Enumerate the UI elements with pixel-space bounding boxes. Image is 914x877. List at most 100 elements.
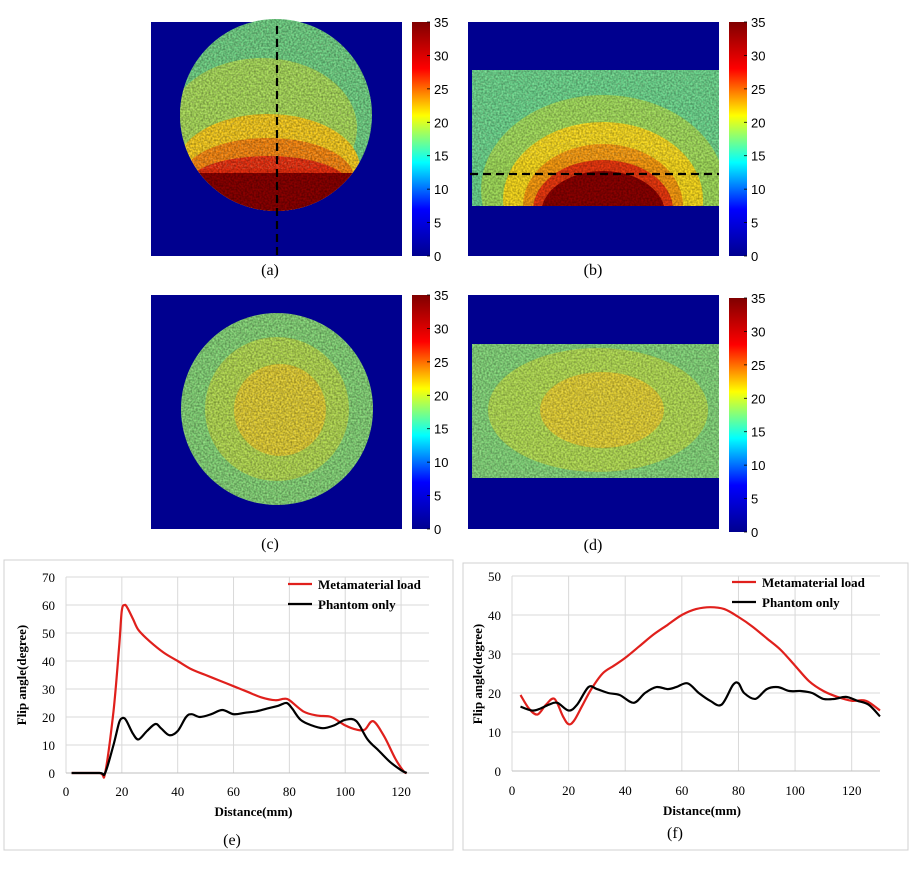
chart-f-x-tick-label: 120 xyxy=(842,783,862,798)
map-a-colorbar-tick-label: 30 xyxy=(434,48,448,63)
chart-e-x-tick-label: 120 xyxy=(391,784,411,799)
map-a-colorbar-gradient xyxy=(412,22,430,256)
chart-f: 0 20 40 60 80 100 120 0 10 20 30 40 50 Distance(mm) Fl… xyxy=(462,562,909,851)
chart-f-y-tick-label: 30 xyxy=(488,647,501,662)
map-d-label: (d) xyxy=(584,537,603,554)
map-a: 35 30 25 20 15 10 5 0 (a) xyxy=(151,15,448,279)
chart-e-legend-label-metamaterial-load: Metamaterial load xyxy=(318,577,422,592)
map-d-colorbar: 35 30 25 20 15 10 5 0 xyxy=(729,291,765,540)
chart-e-y-tick-label: 20 xyxy=(42,710,55,725)
map-d-colorbar-tick-label: 15 xyxy=(751,425,765,440)
chart-e-y-tick-label: 0 xyxy=(49,766,56,781)
map-c-colorbar-tick-label: 5 xyxy=(434,489,441,504)
map-d-colorbar-tick-label: 30 xyxy=(751,324,765,339)
chart-f-x-tick-label: 20 xyxy=(562,783,575,798)
map-d-colorbar-tick-label: 20 xyxy=(751,391,765,406)
map-b-colorbar-tick-label: 10 xyxy=(751,182,765,197)
chart-e-x-tick-label: 0 xyxy=(63,784,70,799)
chart-f-plot: 0 20 40 60 80 100 120 0 10 20 30 40 50 Distance(mm) Fl… xyxy=(470,569,881,818)
chart-e-y-tick-label: 70 xyxy=(42,570,55,585)
chart-e-series-phantom-only xyxy=(71,701,408,777)
map-a-colorbar-tick-label: 35 xyxy=(434,15,448,30)
map-d-colorbar-tick-label: 35 xyxy=(751,291,765,306)
chart-f-x-tick-label: 100 xyxy=(785,783,805,798)
map-b-image xyxy=(468,22,719,256)
chart-e-y-tick-label: 50 xyxy=(42,626,55,641)
map-a-image xyxy=(151,19,402,256)
chart-e-xlabel: Distance(mm) xyxy=(215,804,293,819)
chart-e-frame xyxy=(3,559,454,851)
map-b-colorbar-tick-label: 15 xyxy=(751,149,765,164)
map-b-colorbar-tick-label: 0 xyxy=(751,249,758,264)
chart-e-x-tick-label: 60 xyxy=(227,784,240,799)
chart-e-x-tick-label: 40 xyxy=(171,784,184,799)
chart-f-x-tick-label: 40 xyxy=(619,783,632,798)
map-b-colorbar: 35 30 25 20 15 10 5 0 xyxy=(729,15,765,264)
chart-e-legend-label-phantom-only: Phantom only xyxy=(318,597,396,612)
chart-f-y-tick-label: 0 xyxy=(495,764,502,779)
chart-e-x-tick-label: 100 xyxy=(335,784,355,799)
chart-f-label: (f) xyxy=(667,825,683,842)
map-c-colorbar-tick-label: 20 xyxy=(434,388,448,403)
chart-f-x-tick-label: 60 xyxy=(675,783,688,798)
chart-e: 0 20 40 60 80 100 120 0 10 20 30 40 50 60 70 Distance(m… xyxy=(3,559,454,851)
chart-e-y-tick-label: 10 xyxy=(42,738,55,753)
map-a-colorbar-tick-label: 20 xyxy=(434,115,448,130)
map-c-colorbar-tick-label: 0 xyxy=(434,522,441,537)
chart-e-plot: 0 20 40 60 80 100 120 0 10 20 30 40 50 60 70 Distance(m… xyxy=(14,570,429,819)
map-d-colorbar-tick-label: 25 xyxy=(751,358,765,373)
map-c-image xyxy=(151,295,402,529)
map-d-image xyxy=(468,295,719,529)
map-c-colorbar-tick-label: 15 xyxy=(434,422,448,437)
chart-f-y-tick-label: 40 xyxy=(488,608,501,623)
map-b-colorbar-tick-label: 35 xyxy=(751,15,765,30)
chart-f-frame xyxy=(462,562,909,851)
map-c-colorbar-tick-label: 10 xyxy=(434,455,448,470)
map-b-colorbar-tick-label: 30 xyxy=(751,48,765,63)
map-d-colorbar-tick-label: 5 xyxy=(751,492,758,507)
chart-e-ylabel: Flip angle(degree) xyxy=(14,625,29,726)
map-d-colorbar-tick-label: 10 xyxy=(751,458,765,473)
map-a-colorbar-tick-label: 0 xyxy=(434,249,441,264)
chart-f-y-tick-label: 50 xyxy=(488,569,501,584)
map-b-colorbar-tick-label: 20 xyxy=(751,115,765,130)
map-a-colorbar-tick-label: 10 xyxy=(434,182,448,197)
map-d: 35 30 25 20 15 10 5 0 (d) xyxy=(468,291,765,554)
chart-f-legend-label-metamaterial-load: Metamaterial load xyxy=(762,575,866,590)
map-b-colorbar-tick-label: 25 xyxy=(751,82,765,97)
chart-f-ylabel: Flip angle(degree) xyxy=(470,624,485,725)
map-c-label: (c) xyxy=(261,536,279,553)
map-c-colorbar: 35 30 25 20 15 10 5 0 xyxy=(412,288,448,537)
map-c-colorbar-gradient xyxy=(412,295,430,529)
map-b-colorbar-tick-label: 5 xyxy=(751,216,758,231)
chart-e-label: (e) xyxy=(223,832,241,849)
chart-e-y-tick-label: 60 xyxy=(42,598,55,613)
map-a-colorbar: 35 30 25 20 15 10 5 0 xyxy=(412,15,448,264)
chart-e-x-tick-label: 80 xyxy=(283,784,296,799)
chart-f-x-tick-label: 0 xyxy=(509,783,516,798)
chart-f-y-tick-label: 20 xyxy=(488,686,501,701)
chart-f-y-tick-label: 10 xyxy=(488,725,501,740)
chart-f-xlabel: Distance(mm) xyxy=(663,803,741,818)
map-a-colorbar-tick-label: 5 xyxy=(434,216,441,231)
chart-f-x-tick-label: 80 xyxy=(732,783,745,798)
map-c-colorbar-tick-label: 35 xyxy=(434,288,448,303)
chart-f-legend-label-phantom-only: Phantom only xyxy=(762,595,840,610)
map-d-colorbar-gradient xyxy=(729,298,747,532)
map-d-colorbar-tick-label: 0 xyxy=(751,525,758,540)
chart-e-y-tick-label: 30 xyxy=(42,682,55,697)
map-a-label: (a) xyxy=(261,262,279,279)
map-a-colorbar-tick-label: 15 xyxy=(434,149,448,164)
map-b-label: (b) xyxy=(584,262,603,279)
map-c-colorbar-tick-label: 25 xyxy=(434,355,448,370)
map-c-colorbar-tick-label: 30 xyxy=(434,321,448,336)
chart-e-x-tick-label: 20 xyxy=(115,784,128,799)
chart-f-series-metamaterial-load xyxy=(519,606,881,726)
chart-e-y-tick-label: 40 xyxy=(42,654,55,669)
map-c: 35 30 25 20 15 10 5 0 (c) xyxy=(151,288,448,553)
map-b-colorbar-gradient xyxy=(729,22,747,256)
map-a-colorbar-tick-label: 25 xyxy=(434,82,448,97)
chart-f-series-phantom-only xyxy=(520,681,881,718)
map-b: 35 30 25 20 15 10 5 0 (b) xyxy=(468,15,765,279)
